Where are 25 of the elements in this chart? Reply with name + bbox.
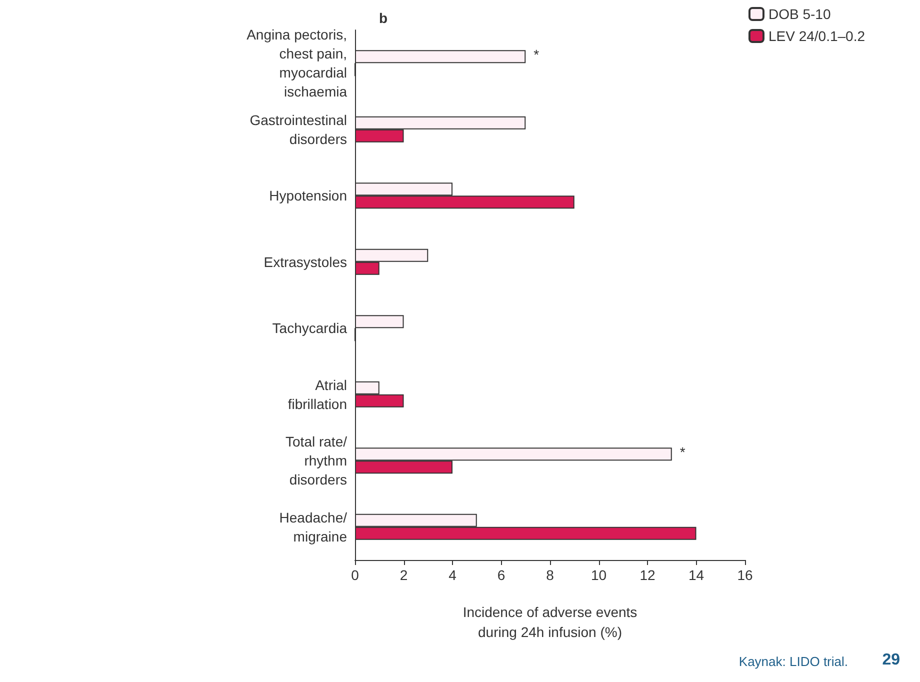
annotation: * [534,46,540,63]
x-tick-label: 0 [351,567,360,583]
y-tick-label: Gastrointestinal disorders [250,112,347,147]
x-tick-label: 14 [688,567,704,583]
x-tick-label: 2 [400,567,408,583]
x-axis-title: Incidence of adverse events during 24h infusion (%) [462,604,638,640]
x-tick-label: 8 [546,567,554,583]
y-tick-label: Atrial fibrillation [288,376,347,412]
annotation: * [680,444,686,460]
y-tick-label: Hypotension [269,188,347,204]
x-tick-label: 10 [590,567,607,583]
x-tick-label: 12 [640,567,656,583]
y-tick-label: Extrasystoles [264,254,347,270]
text: Kaynak: LIDO trial. [738,654,848,669]
legend-label: LEV 24/0.1–0.2 [768,28,866,44]
chart-title: b [379,10,388,26]
y-tick-label: Tachycardia [272,320,348,336]
x-tick-label: 16 [737,567,753,583]
x-tick-label: 6 [497,567,506,583]
text: 29 [882,652,900,668]
y-tick-label: Total rate/ rhythm disorders [286,434,348,488]
y-tick-label: Angina pectoris, chest pain, myocardial ischaemia [246,26,348,100]
legend-label: DOB 5-10 [768,6,831,22]
x-tick-label: 4 [448,567,457,583]
y-tick-label: Headache/ migraine [279,509,348,544]
